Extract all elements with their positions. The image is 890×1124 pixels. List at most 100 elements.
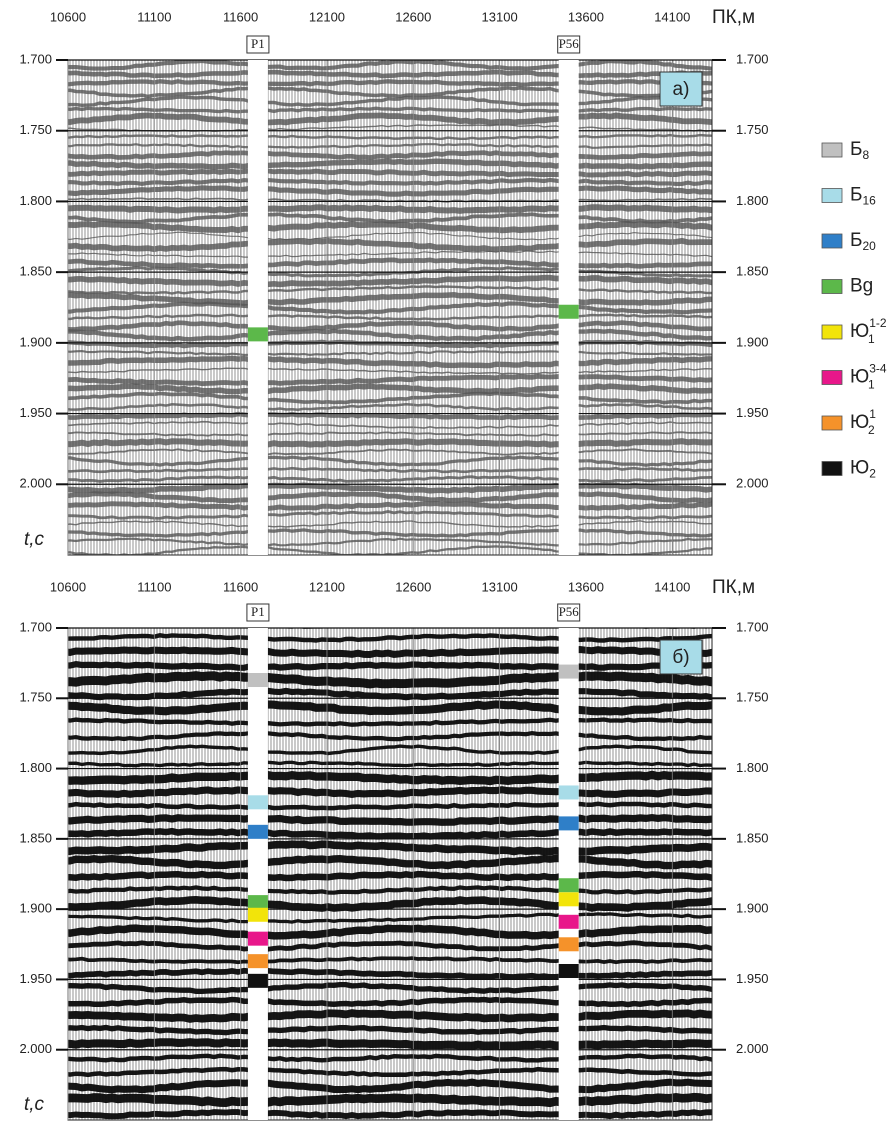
horizon-marker <box>558 937 579 952</box>
seismic-band <box>68 257 712 269</box>
seismic-band <box>68 373 712 387</box>
seismic-band <box>68 85 712 99</box>
x-tick-label: 11600 <box>223 9 258 24</box>
y-tick-label-right: 1.750 <box>736 122 769 137</box>
y-tick-label-right: 1.950 <box>736 971 769 986</box>
seismic-band <box>68 383 712 395</box>
x-tick-label: 13600 <box>568 579 604 594</box>
seismic-band <box>68 475 712 483</box>
seismic-band <box>68 1092 712 1108</box>
seismic-band <box>68 79 712 87</box>
y-tick-label: 2.000 <box>19 476 52 491</box>
seismic-band <box>68 967 712 980</box>
horizon-marker <box>247 954 268 969</box>
y-tick-label: 1.700 <box>19 51 52 66</box>
seismic-band <box>68 1009 712 1023</box>
well-column <box>247 628 268 1120</box>
y-tick-label-right: 1.900 <box>736 901 769 916</box>
legend-swatch <box>821 324 843 340</box>
y-tick-label: 1.750 <box>19 690 52 705</box>
seismic-band <box>68 292 712 306</box>
seismic-band <box>68 328 712 342</box>
well-label: P56 <box>559 604 580 619</box>
legend-swatch <box>821 370 843 385</box>
y-tick-label: 1.750 <box>19 122 52 137</box>
seismic-band <box>68 633 712 643</box>
legend-swatch <box>821 279 843 294</box>
seismic-band <box>68 528 712 538</box>
y-tick-label: 1.900 <box>19 334 52 349</box>
x-tick-label: 12100 <box>309 579 345 594</box>
well-label: P1 <box>251 36 265 51</box>
seismic-band <box>68 840 712 856</box>
y-tick-label-right: 1.750 <box>736 690 769 705</box>
legend-sup: 1 <box>869 407 876 421</box>
legend-base: Ю <box>850 321 869 342</box>
seismic-band <box>68 320 712 332</box>
x-tick-label: 13100 <box>482 579 518 594</box>
legend-base: Bg <box>850 276 873 297</box>
y-tick-label-right: 1.850 <box>736 264 769 279</box>
legend-label: Ю1-2 1 <box>850 316 887 346</box>
x-tick-label: 13100 <box>482 9 518 24</box>
legend-label: Ю2 <box>850 458 876 481</box>
y-tick-label-right: 1.800 <box>736 760 769 775</box>
y-axis-label: t,c <box>24 1094 45 1115</box>
legend-label: Б16 <box>850 185 876 208</box>
legend-sub: 2 <box>868 423 875 437</box>
seismic-band <box>68 402 712 411</box>
seismic-band <box>68 1109 712 1120</box>
legend-base: Ю <box>850 367 869 388</box>
seismic-texture <box>68 60 712 555</box>
seismic-band <box>68 1053 712 1063</box>
seismic-band <box>68 895 712 912</box>
y-tick-label-right: 1.800 <box>736 193 769 208</box>
horizon-marker <box>558 785 579 800</box>
horizon-marker <box>247 824 268 839</box>
legend-sub: 1 <box>868 332 875 346</box>
well-label: P1 <box>251 604 265 619</box>
seismic-band <box>68 350 712 357</box>
horizon-marker <box>558 878 579 893</box>
horizon-marker <box>558 963 579 978</box>
seismic-band <box>68 274 712 288</box>
horizon-marker <box>247 795 268 810</box>
panel-label: а) <box>673 79 690 100</box>
seismic-band <box>68 671 712 689</box>
legend-base: Б <box>850 230 862 251</box>
well-label-box <box>557 35 581 54</box>
seismic-band <box>68 482 712 494</box>
seismic-band <box>68 491 712 504</box>
seismic-band <box>68 1078 712 1094</box>
seismic-band <box>68 204 712 214</box>
seismic-texture <box>68 628 712 1120</box>
seismic-band <box>68 177 712 186</box>
seismic-band <box>68 168 712 178</box>
seismic-band <box>68 391 712 405</box>
well-column <box>247 60 268 555</box>
horizon-marker <box>247 895 268 910</box>
legend-sup: 3-4 <box>869 362 887 376</box>
legend-sub: 1 <box>868 378 875 392</box>
x-tick-label: 13600 <box>568 9 604 24</box>
seismic-band <box>68 730 712 742</box>
y-tick-label: 1.800 <box>19 193 52 208</box>
seismic-band <box>68 870 712 882</box>
legend-swatch <box>821 142 843 158</box>
legend-sub: 16 <box>862 194 876 208</box>
seismic-band <box>68 885 712 895</box>
well-column <box>558 628 579 1120</box>
seismic-band <box>68 1038 712 1050</box>
horizon-marker <box>558 892 579 907</box>
well-label-box <box>246 603 270 622</box>
x-tick-label: 11100 <box>137 9 171 24</box>
legend-base: Ю <box>850 458 869 479</box>
horizon-marker <box>558 914 579 929</box>
seismic-band <box>68 250 712 258</box>
y-tick-label-right: 2.000 <box>736 476 769 491</box>
seismic-band <box>68 645 712 659</box>
seismic-band <box>68 355 712 369</box>
y-tick-label: 1.950 <box>19 971 52 986</box>
horizon-marker <box>558 816 579 831</box>
seismic-band <box>68 956 712 965</box>
